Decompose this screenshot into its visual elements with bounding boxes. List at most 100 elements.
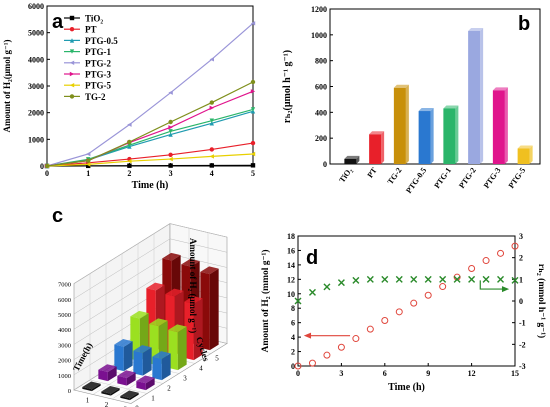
bar-top bbox=[101, 386, 120, 394]
bar-front bbox=[369, 134, 382, 164]
data-point bbox=[337, 343, 345, 351]
data-point bbox=[168, 152, 173, 157]
x-tick-label: 0 bbox=[296, 369, 300, 378]
bar-side bbox=[126, 372, 136, 386]
data-point bbox=[209, 100, 214, 105]
data-point bbox=[168, 132, 173, 137]
data-point bbox=[352, 335, 360, 343]
data-point bbox=[168, 156, 173, 162]
bar3d bbox=[120, 390, 139, 401]
cycle-tick-label: 3 bbox=[124, 405, 128, 407]
data-point bbox=[366, 325, 374, 333]
bar3d bbox=[168, 324, 187, 371]
data-point bbox=[250, 140, 256, 146]
series-scatter bbox=[294, 275, 519, 305]
plot-frame bbox=[46, 5, 254, 167]
series-path bbox=[46, 153, 254, 167]
y-axis-label: Amount of H₂ (mmol g⁻¹) bbox=[260, 249, 271, 352]
bar-side bbox=[129, 392, 139, 401]
data-point bbox=[127, 159, 132, 164]
data-point bbox=[323, 351, 331, 359]
data-point bbox=[168, 125, 173, 130]
bar-side bbox=[177, 326, 187, 371]
bar-front bbox=[184, 301, 194, 361]
data-point bbox=[482, 257, 490, 265]
data-point bbox=[250, 163, 256, 168]
bar-side bbox=[91, 383, 101, 392]
bar-side bbox=[161, 353, 171, 381]
y-tick-label: 800 bbox=[315, 57, 327, 66]
y2-tick-label: -1 bbox=[519, 319, 526, 328]
y-tick-label: 16 bbox=[287, 246, 295, 255]
series-path bbox=[46, 22, 254, 167]
series-line bbox=[44, 107, 256, 169]
data-point bbox=[294, 362, 302, 370]
bar-front bbox=[152, 356, 162, 381]
time-tick-label: 5 bbox=[215, 355, 219, 363]
y-tick-label: 1000 bbox=[28, 135, 44, 144]
x-tick-label: 3 bbox=[339, 369, 343, 378]
bar3d bbox=[136, 375, 155, 391]
data-point bbox=[209, 163, 214, 168]
y-tick-label: 6000 bbox=[28, 2, 44, 11]
series-line bbox=[44, 140, 256, 169]
bar-top bbox=[468, 27, 484, 31]
series-path bbox=[46, 142, 254, 167]
bar-top bbox=[492, 87, 508, 91]
data-point bbox=[308, 288, 316, 296]
bar3d bbox=[114, 339, 133, 372]
bar-front bbox=[517, 148, 530, 164]
bar-top bbox=[517, 145, 533, 149]
bar-top bbox=[130, 310, 149, 319]
grid-line bbox=[89, 379, 148, 394]
z-tick-label: 7000 bbox=[58, 282, 71, 289]
bar3d bbox=[117, 370, 136, 386]
data-point bbox=[308, 359, 316, 367]
data-point bbox=[69, 15, 75, 21]
bar-side bbox=[430, 108, 434, 164]
time-tick-label: 4 bbox=[199, 365, 203, 373]
z-tick-label: 4000 bbox=[58, 327, 71, 334]
data-point bbox=[69, 83, 75, 88]
bar-front bbox=[117, 375, 127, 386]
data-point bbox=[86, 162, 91, 167]
z-tick-label: 2000 bbox=[58, 358, 71, 365]
data-point bbox=[250, 79, 256, 85]
bar-top bbox=[418, 108, 434, 112]
data-point bbox=[127, 163, 132, 168]
x-tick-label: 9 bbox=[426, 369, 430, 378]
legend-entry: PTG-1 bbox=[85, 47, 111, 57]
bar-side bbox=[107, 366, 117, 382]
y-tick-label: 6 bbox=[291, 319, 295, 328]
legend-entry: PTG-5 bbox=[85, 81, 111, 91]
cycle-tick-label: 2 bbox=[105, 401, 109, 407]
panel-c: 01000200030004000500060007000012345123Ti… bbox=[52, 205, 228, 407]
series-path bbox=[46, 164, 254, 167]
y-tick-label: 1200 bbox=[311, 5, 327, 14]
grid-line bbox=[169, 223, 228, 238]
data-point bbox=[69, 94, 75, 99]
bar-front bbox=[133, 350, 143, 376]
time-tick-label: 1 bbox=[151, 395, 155, 403]
legend-entry: TiO₂ bbox=[85, 14, 103, 24]
data-point bbox=[439, 275, 447, 283]
x-tick-label: TiO₂ bbox=[337, 166, 354, 185]
panel-letter: b bbox=[518, 13, 530, 35]
x-tick-label: PT bbox=[366, 165, 380, 179]
bar3d bbox=[184, 296, 203, 361]
x-tick-label: 15 bbox=[511, 369, 519, 378]
data-point bbox=[69, 38, 75, 43]
legend-entry: PTG-0.5 bbox=[85, 36, 118, 46]
series-path bbox=[46, 81, 254, 167]
time-tick-label: 2 bbox=[167, 385, 171, 393]
bar-top bbox=[133, 345, 152, 353]
bar bbox=[369, 131, 385, 164]
bar-side bbox=[110, 388, 120, 396]
bar3d bbox=[101, 386, 120, 396]
series-path bbox=[46, 108, 254, 167]
data-point bbox=[209, 57, 214, 62]
x-tick-label: TG-2 bbox=[386, 166, 404, 186]
data-point bbox=[395, 308, 403, 316]
bar-side bbox=[142, 347, 152, 376]
y-tick-label: 18 bbox=[287, 232, 295, 241]
